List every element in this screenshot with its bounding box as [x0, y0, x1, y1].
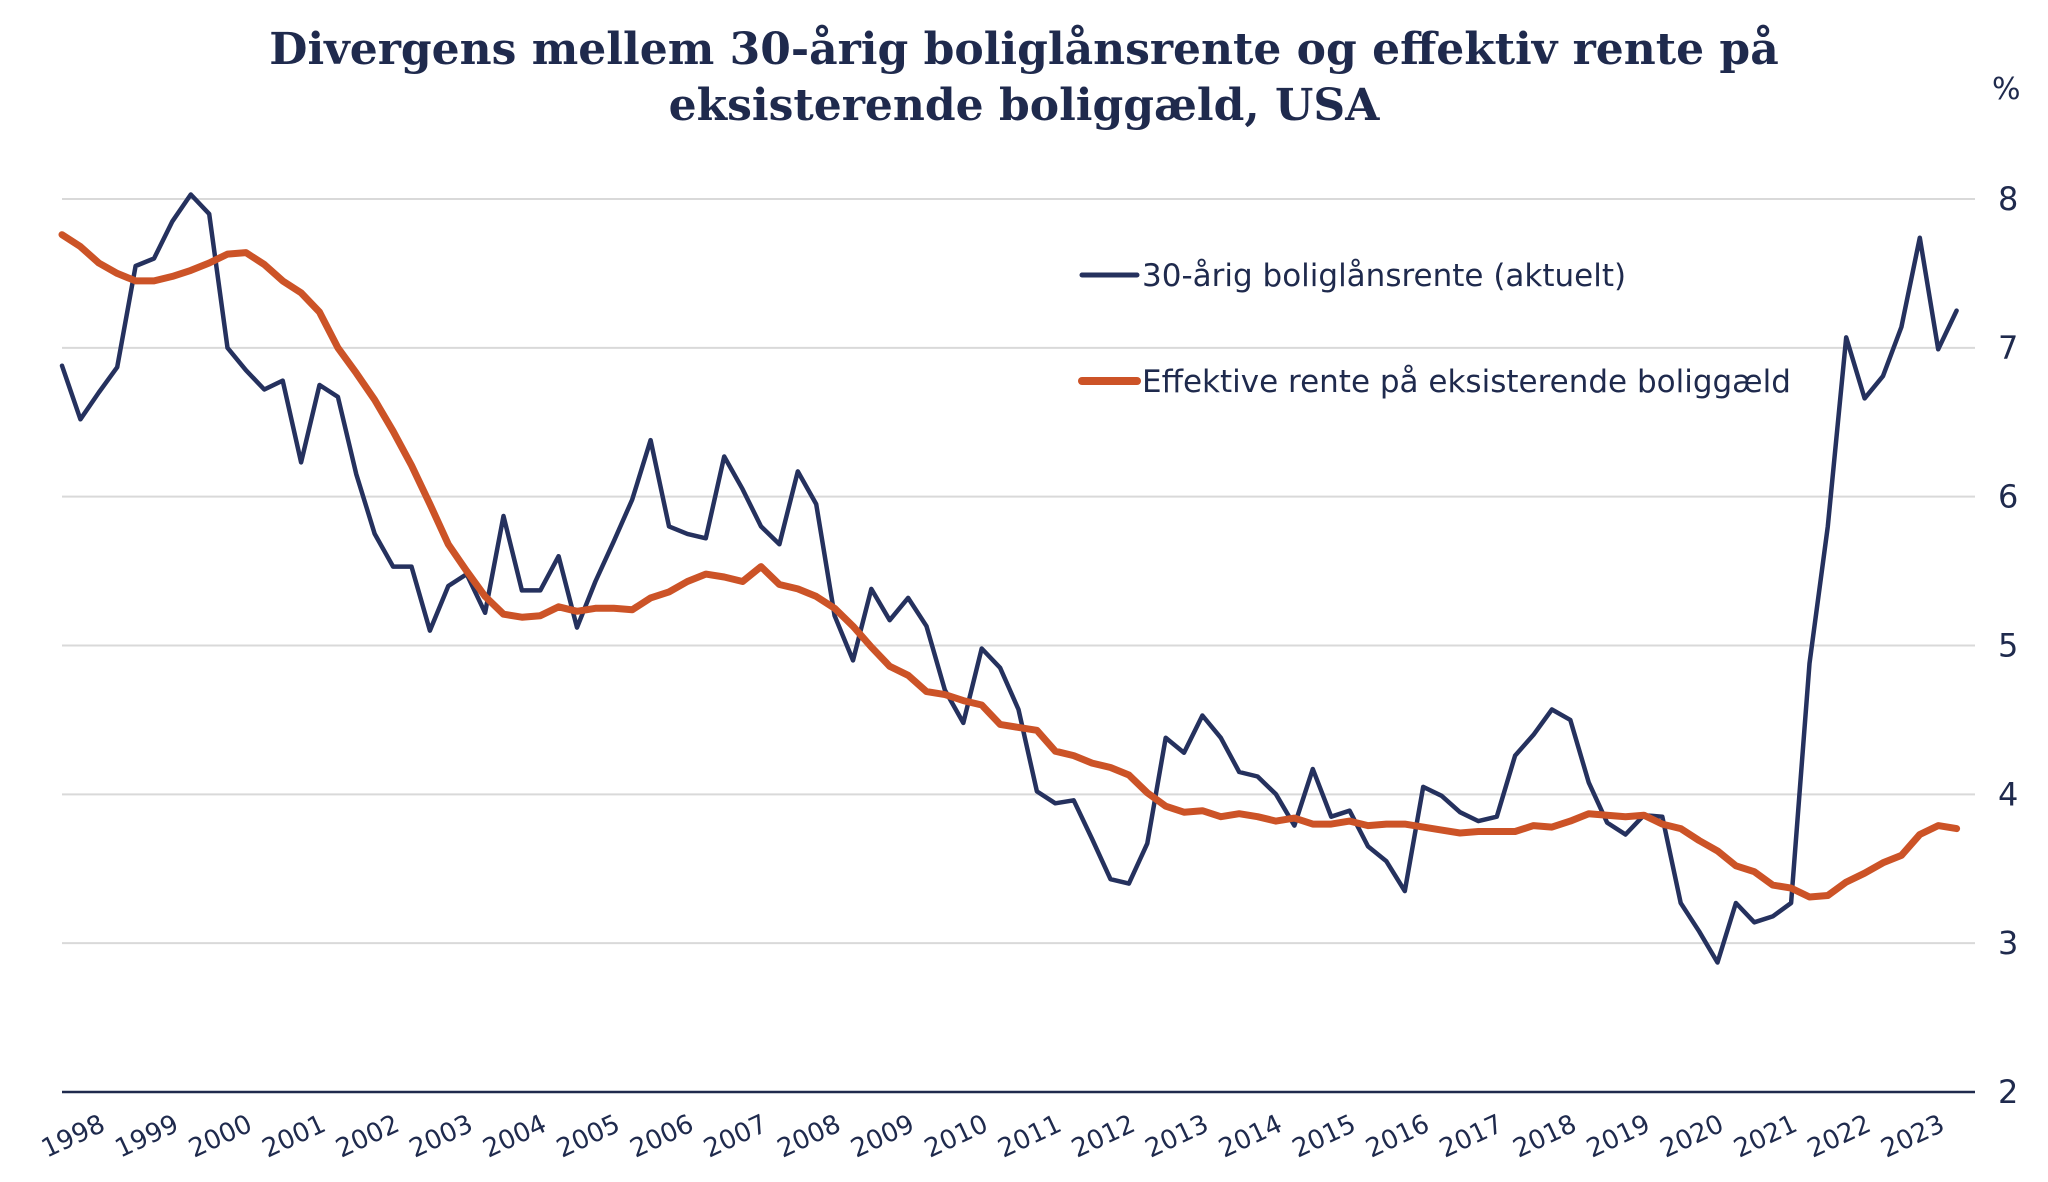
x-tick-label-2004: 2004: [479, 1109, 552, 1164]
x-tick-label-2017: 2017: [1435, 1109, 1508, 1164]
chart-title: Divergens mellem 30-årig boliglånsrente …: [0, 22, 2048, 134]
x-tick-label-2021: 2021: [1729, 1109, 1802, 1164]
x-tick-label-2014: 2014: [1214, 1109, 1287, 1164]
x-tick-label-2016: 2016: [1361, 1109, 1434, 1164]
y-tick-label-8: 8: [1998, 180, 2018, 218]
y-tick-label-3: 3: [1998, 924, 2018, 962]
y-tick-label-6: 6: [1998, 478, 2018, 516]
x-tick-label-2006: 2006: [626, 1109, 699, 1164]
legend: 30-årig boliglånsrente (aktuelt) Effektiv…: [1078, 258, 1791, 400]
y-tick-label-2: 2: [1998, 1073, 2018, 1111]
chart-title-line-1: Divergens mellem 30-årig boliglånsrente …: [269, 24, 1779, 75]
x-tick-label-2015: 2015: [1288, 1109, 1361, 1164]
x-tick-label-2005: 2005: [552, 1109, 625, 1164]
x-tick-label-2013: 2013: [1141, 1109, 1214, 1164]
x-tick-label-1999: 1999: [111, 1109, 184, 1164]
x-tick-label-2011: 2011: [994, 1109, 1067, 1164]
x-tick-label-2001: 2001: [258, 1109, 331, 1164]
y-tick-label-7: 7: [1998, 329, 2018, 367]
x-tick-label-2012: 2012: [1067, 1109, 1140, 1164]
x-tick-label-2003: 2003: [405, 1109, 478, 1164]
y-tick-label-4: 4: [1998, 775, 2018, 813]
series-line-mortgage: [59, 192, 1959, 965]
x-tick-label-2008: 2008: [773, 1109, 846, 1164]
x-tick-label-2022: 2022: [1803, 1109, 1876, 1164]
legend-label-mortgage: 30-årig boliglånsrente (aktuelt): [1142, 258, 1626, 294]
chart-title-line-2: eksisterende boliggæld, USA: [668, 80, 1380, 131]
x-tick-label-2020: 2020: [1656, 1109, 1729, 1164]
x-tick-label-2019: 2019: [1582, 1109, 1655, 1164]
x-tick-label-2010: 2010: [920, 1109, 993, 1164]
x-tick-label-2009: 2009: [846, 1109, 919, 1164]
series-line-effective: [58, 231, 1961, 901]
x-tick-label-2002: 2002: [331, 1109, 404, 1164]
x-tick-label-1998: 1998: [37, 1109, 110, 1164]
y-tick-label-5: 5: [1998, 627, 2018, 665]
legend-label-effective: Effektive rente på eksisterende boliggæl…: [1142, 364, 1791, 400]
series-lines: [58, 192, 1961, 965]
x-tick-label-2000: 2000: [184, 1109, 257, 1164]
x-tick-label-2007: 2007: [699, 1109, 772, 1164]
x-tick-label-2018: 2018: [1509, 1109, 1582, 1164]
x-tick-label-2023: 2023: [1877, 1109, 1950, 1164]
grid-lines: [62, 198, 1975, 945]
y-axis-unit-label: %: [1992, 72, 2021, 107]
